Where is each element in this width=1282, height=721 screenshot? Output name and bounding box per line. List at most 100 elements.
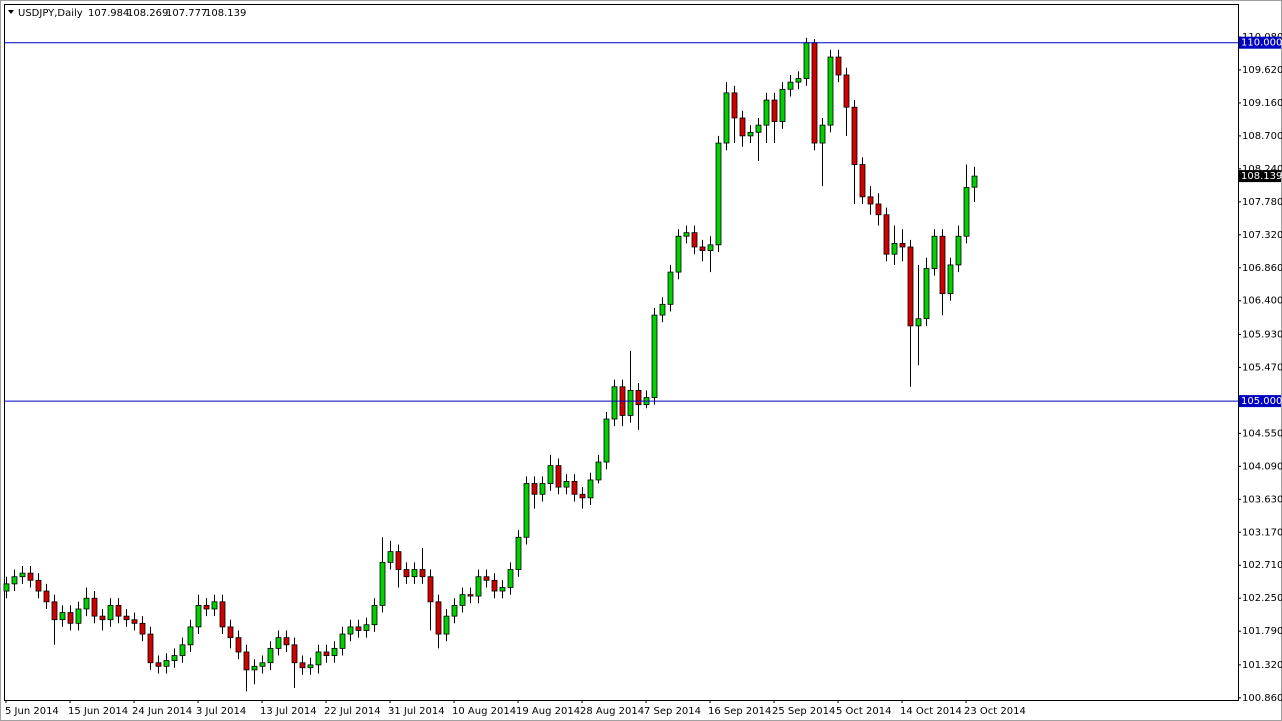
x-tick-label: 14 Oct 2014 bbox=[900, 706, 962, 717]
x-tick-label: 31 Jul 2014 bbox=[388, 706, 445, 717]
candle-body bbox=[579, 493, 586, 499]
candle-body bbox=[947, 264, 954, 294]
candle-body bbox=[379, 561, 386, 606]
candle-body bbox=[139, 622, 146, 635]
candle-body bbox=[891, 243, 898, 255]
candle-body bbox=[667, 271, 674, 305]
y-tick-label: 105.470 bbox=[1242, 362, 1282, 373]
current-price-box bbox=[1239, 170, 1281, 183]
candle-body bbox=[779, 88, 786, 122]
candle-body bbox=[163, 660, 170, 667]
candle-body bbox=[91, 597, 98, 617]
candle-body bbox=[835, 56, 842, 76]
candle-body bbox=[203, 604, 210, 610]
candle-body bbox=[747, 131, 754, 137]
candle-body bbox=[467, 594, 474, 597]
y-tick-label: 104.550 bbox=[1242, 428, 1282, 439]
candle-body bbox=[523, 483, 530, 538]
y-tick-label: 108.240 bbox=[1242, 164, 1282, 175]
candle-body bbox=[451, 604, 458, 617]
candle-body bbox=[19, 572, 26, 578]
price-box bbox=[1239, 36, 1281, 49]
candle-body bbox=[147, 633, 154, 664]
last-low: 107.777 bbox=[166, 8, 207, 19]
candle-body bbox=[795, 78, 802, 83]
candle-body bbox=[675, 235, 682, 273]
candle-body bbox=[763, 99, 770, 126]
candle-body bbox=[211, 601, 218, 610]
candle-body bbox=[595, 461, 602, 481]
candle-body bbox=[419, 569, 426, 578]
candle-body bbox=[235, 637, 242, 653]
y-tick-label: 107.320 bbox=[1242, 230, 1282, 241]
price-box bbox=[1239, 395, 1281, 408]
candle-body bbox=[603, 418, 610, 463]
y-tick-label: 104.090 bbox=[1242, 461, 1282, 472]
candle-body bbox=[75, 608, 82, 624]
x-tick-label: 7 Sep 2014 bbox=[644, 706, 701, 717]
x-tick-label: 5 Jun 2014 bbox=[5, 706, 59, 717]
candle-body bbox=[571, 480, 578, 495]
candle-body bbox=[267, 647, 274, 664]
plot-frame bbox=[4, 4, 1239, 701]
candle-body bbox=[851, 106, 858, 165]
y-tick-label: 103.170 bbox=[1242, 527, 1282, 538]
candle-body bbox=[395, 551, 402, 570]
y-tick-label: 102.250 bbox=[1242, 593, 1282, 604]
candle-body bbox=[563, 480, 570, 488]
y-tick-label: 107.780 bbox=[1242, 197, 1282, 208]
y-tick-label: 109.620 bbox=[1242, 65, 1282, 76]
candle-body bbox=[27, 572, 34, 581]
candle-body bbox=[35, 579, 42, 592]
candle-body bbox=[907, 246, 914, 327]
candle-body bbox=[499, 587, 506, 592]
candle-body bbox=[539, 483, 546, 495]
candle-body bbox=[867, 196, 874, 205]
y-tick-label: 106.400 bbox=[1242, 296, 1282, 307]
price-line-label: 110.000 bbox=[1241, 38, 1282, 49]
menu-arrow[interactable] bbox=[8, 10, 14, 14]
candle-body bbox=[51, 601, 58, 621]
x-tick-label: 22 Jul 2014 bbox=[324, 706, 381, 717]
candle-body bbox=[307, 664, 314, 669]
candle-body bbox=[819, 124, 826, 144]
candle-body bbox=[683, 232, 690, 237]
y-tick-label: 103.630 bbox=[1242, 494, 1282, 505]
candle-body bbox=[219, 601, 226, 628]
candle-body bbox=[875, 203, 882, 216]
candle-body bbox=[227, 626, 234, 639]
candle-body bbox=[339, 633, 346, 649]
candle-body bbox=[787, 81, 794, 90]
candle-body bbox=[347, 626, 354, 635]
x-tick-label: 5 Oct 2014 bbox=[836, 706, 891, 717]
candle-body bbox=[355, 626, 362, 631]
price-line-label: 105.000 bbox=[1241, 396, 1282, 407]
candle-body bbox=[115, 604, 122, 617]
candle-body bbox=[507, 569, 514, 588]
candle-body bbox=[99, 615, 106, 621]
candle-body bbox=[483, 576, 490, 581]
candle-body bbox=[915, 318, 922, 327]
candle-body bbox=[963, 187, 970, 237]
candle-body bbox=[43, 590, 50, 603]
candle-body bbox=[739, 117, 746, 137]
candle-body bbox=[899, 243, 906, 248]
candle-body bbox=[491, 579, 498, 592]
candle-body bbox=[627, 389, 634, 416]
candle-body bbox=[107, 604, 114, 621]
candle-body bbox=[11, 576, 18, 585]
candle-body bbox=[3, 583, 10, 592]
candle-body bbox=[283, 637, 290, 646]
candle-body bbox=[171, 655, 178, 661]
candle-body bbox=[475, 576, 482, 597]
y-tick-label: 108.700 bbox=[1242, 131, 1282, 142]
candle-body bbox=[187, 626, 194, 646]
candle-body bbox=[123, 615, 130, 621]
candle-body bbox=[131, 619, 138, 624]
candle-body bbox=[259, 662, 266, 667]
candle-body bbox=[387, 551, 394, 563]
candle-body bbox=[411, 569, 418, 578]
candle-body bbox=[459, 594, 466, 606]
x-tick-label: 19 Aug 2014 bbox=[516, 706, 580, 717]
